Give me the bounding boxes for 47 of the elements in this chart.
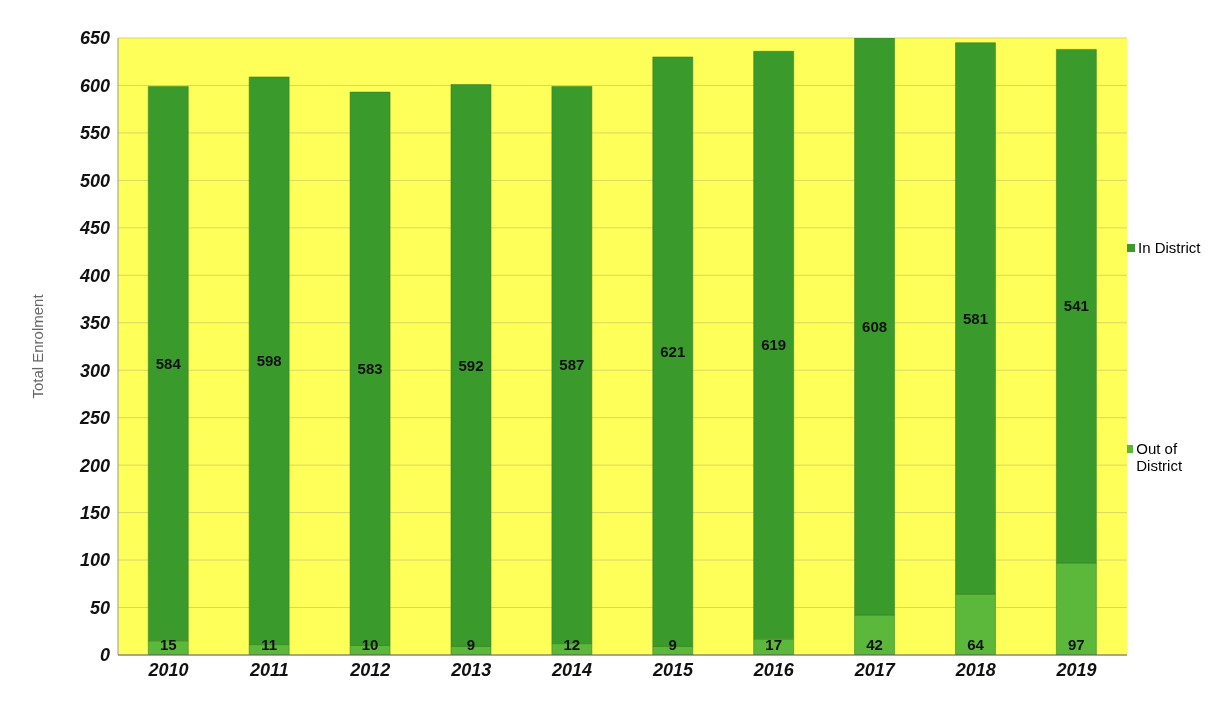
data-label: 583 (357, 360, 383, 378)
data-label: 619 (761, 336, 787, 354)
y-tick-label: 650 (79, 28, 110, 49)
y-tick-label: 550 (79, 123, 110, 144)
data-label: 64 (967, 636, 985, 653)
y-tick-label: 150 (79, 503, 110, 524)
data-label: 9 (466, 636, 476, 653)
data-label: 12 (563, 636, 581, 653)
x-tick-label: 2016 (752, 659, 795, 680)
y-tick-label: 250 (78, 408, 110, 429)
data-label: 11 (261, 636, 278, 653)
legend-label: Out of District (1136, 440, 1184, 475)
x-tick-label: 2015 (651, 659, 694, 680)
data-label: 15 (159, 636, 177, 653)
x-tick-label: 2010 (147, 659, 189, 680)
y-axis-title: Total Enrolment (29, 293, 47, 399)
data-label: 581 (962, 309, 988, 327)
x-tick-label: 2018 (954, 659, 996, 680)
x-tick-label: 2011 (248, 659, 289, 680)
y-tick-label: 50 (89, 597, 110, 618)
data-label: 17 (765, 636, 783, 653)
y-tick-label: 450 (78, 218, 110, 239)
data-label: 584 (155, 354, 182, 372)
data-label: 97 (1068, 636, 1085, 653)
data-label: 42 (866, 636, 883, 653)
y-tick-label: 200 (78, 455, 110, 476)
x-tick-label: 2017 (853, 659, 896, 680)
y-tick-label: 0 (99, 645, 110, 666)
x-tick-label: 2014 (551, 659, 593, 680)
y-tick-label: 500 (79, 170, 110, 191)
data-label: 587 (559, 356, 585, 374)
x-tick-label: 2013 (450, 659, 492, 680)
data-label: 592 (458, 356, 484, 374)
data-label: 621 (660, 343, 686, 361)
y-tick-label: 100 (79, 550, 110, 571)
legend-label: In District (1138, 238, 1201, 256)
x-tick-label: 2019 (1055, 659, 1097, 680)
x-tick-label: 2012 (349, 659, 391, 680)
y-tick-label: 600 (79, 75, 110, 96)
y-tick-label: 300 (79, 360, 110, 381)
data-label: 9 (668, 636, 677, 653)
data-label: 10 (361, 636, 379, 653)
data-label: 541 (1063, 297, 1089, 315)
y-tick-label: 400 (78, 265, 110, 286)
data-label: 608 (862, 317, 888, 335)
data-label: 598 (256, 352, 282, 370)
y-tick-label: 350 (79, 313, 110, 334)
